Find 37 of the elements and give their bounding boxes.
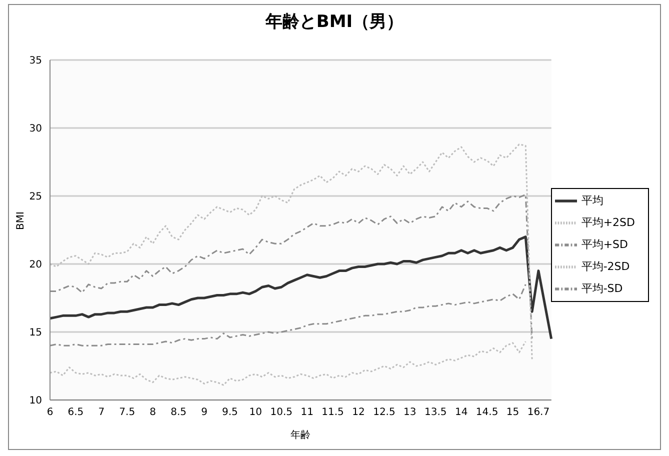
x-tick-label: 7 bbox=[98, 407, 105, 418]
x-tick-label: 14 bbox=[454, 407, 468, 418]
y-tick-label: 10 bbox=[29, 396, 42, 407]
legend-label: 平均-SD bbox=[581, 282, 623, 296]
x-tick-label: 11 bbox=[300, 407, 314, 418]
x-tick-label: 10.5 bbox=[270, 407, 293, 418]
y-tick-label: 15 bbox=[29, 328, 42, 339]
legend-label: 平均-2SD bbox=[581, 260, 630, 274]
x-tick-label: 13.5 bbox=[424, 407, 447, 418]
x-tick-label: 6.5 bbox=[68, 407, 84, 418]
x-tick-label: 12.5 bbox=[373, 407, 396, 418]
x-tick-label: 9 bbox=[201, 407, 208, 418]
x-tick-label: 9.5 bbox=[222, 407, 238, 418]
x-tick-label: 10 bbox=[249, 407, 262, 418]
legend-label: 平均+SD bbox=[581, 238, 628, 252]
x-tick-label: 13 bbox=[404, 407, 416, 418]
chart-title: 年齢とBMI（男） bbox=[264, 11, 405, 33]
x-tick-label: 8.5 bbox=[170, 407, 186, 418]
x-tick-label: 8 bbox=[150, 407, 156, 418]
x-tick-label: 14.5 bbox=[476, 407, 498, 418]
x-tick-label: 6 bbox=[46, 407, 54, 418]
line-series bbox=[48, 236, 553, 340]
legend-label: 平均+2SD bbox=[581, 216, 635, 230]
x-tick-label: 11.5 bbox=[322, 407, 344, 418]
x-tick-label: 15 bbox=[506, 407, 520, 418]
y-tick-label: 20 bbox=[29, 260, 42, 271]
legend-label: 平均 bbox=[581, 194, 604, 208]
line-series bbox=[49, 340, 526, 386]
x-tick-label: 16.7 bbox=[527, 407, 550, 418]
line-series bbox=[49, 144, 533, 360]
x-axis-title: 年齢 bbox=[290, 429, 311, 441]
y-tick-label: 25 bbox=[29, 192, 42, 203]
y-tick-label: 35 bbox=[29, 56, 42, 67]
y-tick-label: 30 bbox=[29, 124, 42, 135]
x-tick-label: 7.5 bbox=[119, 407, 136, 418]
y-axis-title: BMI bbox=[16, 212, 27, 230]
x-tick-label: 12 bbox=[352, 407, 365, 418]
